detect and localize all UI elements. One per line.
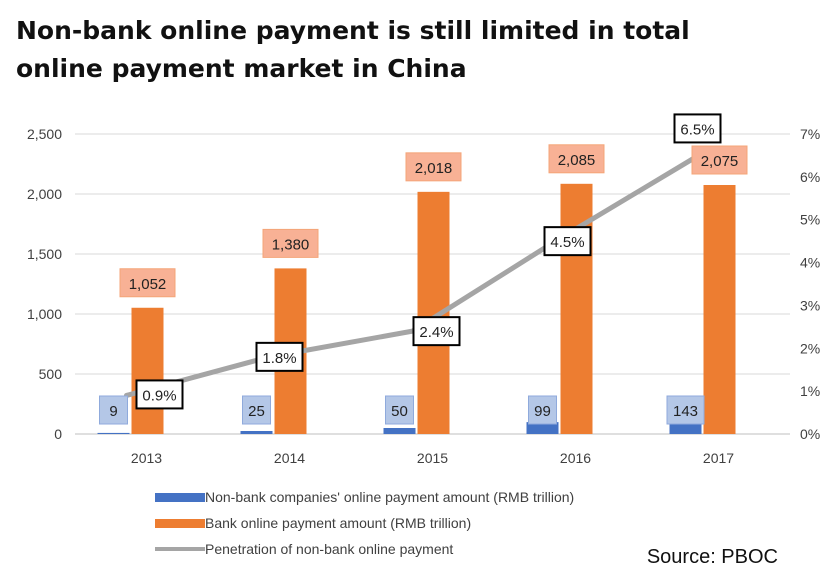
left-axis-tick-label: 1,000	[27, 306, 62, 322]
legend-label-bank: Bank online payment amount (RMB trillion…	[205, 515, 472, 531]
right-axis-tick-label: 1%	[800, 383, 820, 399]
data-label-nonbank-box	[666, 395, 705, 425]
right-axis-tick-label: 4%	[800, 255, 820, 271]
data-label-nonbank-box	[99, 395, 128, 425]
data-label-nonbank-box	[385, 395, 414, 425]
data-label-bank: 1,052	[129, 276, 167, 293]
data-label-bank: 2,075	[701, 153, 739, 170]
bar-nonbank	[526, 422, 559, 434]
right-axis-tick-label: 3%	[800, 297, 820, 313]
data-label-penetration-box	[255, 341, 304, 372]
left-axis-tick-label: 500	[39, 366, 63, 382]
bar-bank	[131, 307, 164, 434]
title-line-2: online payment market in China	[16, 54, 467, 83]
penetration-line	[124, 152, 701, 398]
data-label-bank-box	[691, 145, 748, 175]
data-label-penetration-box	[135, 379, 184, 410]
left-axis-tick-label: 2,500	[27, 126, 62, 142]
x-axis-tick-label: 2013	[131, 450, 162, 466]
chart-title: Non-bank online payment is still limited…	[16, 12, 816, 88]
legend-item-bank: Bank online payment amount (RMB trillion…	[155, 510, 574, 536]
legend-swatch-nonbank	[155, 492, 205, 502]
data-label-bank: 1,380	[272, 236, 310, 253]
data-label-nonbank: 9	[109, 403, 117, 420]
data-label-bank-box	[405, 152, 462, 182]
legend-label-penetration: Penetration of non-bank online payment	[205, 541, 454, 557]
right-axis-tick-label: 5%	[800, 212, 820, 228]
data-label-penetration-box	[673, 113, 722, 144]
bar-nonbank	[97, 432, 130, 434]
x-axis-tick-label: 2017	[703, 450, 734, 466]
x-axis-tick-label: 2016	[560, 450, 591, 466]
data-label-bank-box	[119, 268, 176, 298]
data-label-nonbank-box	[528, 395, 557, 425]
legend-swatch-penetration	[155, 547, 205, 551]
data-label-penetration: 1.8%	[262, 350, 296, 367]
legend-swatch-bank	[155, 518, 205, 528]
bar-nonbank	[240, 431, 273, 434]
data-label-bank: 2,085	[558, 152, 596, 169]
data-label-penetration: 6.5%	[680, 121, 714, 138]
left-axis-tick-label: 2,000	[27, 186, 62, 202]
bar-bank	[703, 185, 736, 434]
legend-item-nonbank: Non-bank companies' online payment amoun…	[155, 484, 574, 510]
legend-label-nonbank: Non-bank companies' online payment amoun…	[205, 489, 575, 505]
data-label-nonbank: 25	[248, 403, 265, 420]
data-label-penetration-box	[412, 316, 461, 347]
bar-bank	[560, 183, 593, 434]
source-note: Source: PBOC	[646, 546, 778, 568]
legend-item-penetration: Penetration of non-bank online payment	[155, 536, 574, 562]
data-label-nonbank: 99	[534, 403, 551, 420]
left-axis-tick-label: 0	[54, 426, 62, 442]
title-line-1: Non-bank online payment is still limited…	[16, 16, 690, 45]
data-label-nonbank: 50	[391, 403, 408, 420]
bar-nonbank	[383, 428, 416, 434]
x-axis-tick-label: 2014	[274, 450, 305, 466]
data-label-bank-box	[262, 228, 319, 258]
data-label-penetration-box	[543, 226, 592, 257]
right-axis-tick-label: 2%	[800, 340, 820, 356]
data-label-bank: 2,018	[415, 160, 453, 177]
data-label-nonbank-box	[242, 395, 271, 425]
data-label-penetration: 2.4%	[419, 324, 453, 341]
data-label-penetration: 0.9%	[142, 387, 176, 404]
right-axis-tick-label: 0%	[800, 426, 820, 442]
left-axis-tick-label: 1,500	[27, 246, 62, 262]
data-label-nonbank: 143	[673, 403, 698, 420]
right-axis-tick-label: 6%	[800, 169, 820, 185]
data-label-bank-box	[548, 144, 605, 174]
legend: Non-bank companies' online payment amoun…	[155, 484, 574, 562]
data-label-penetration: 4.5%	[550, 234, 584, 251]
right-axis-tick-label: 7%	[800, 126, 820, 142]
x-axis-tick-label: 2015	[417, 450, 448, 466]
